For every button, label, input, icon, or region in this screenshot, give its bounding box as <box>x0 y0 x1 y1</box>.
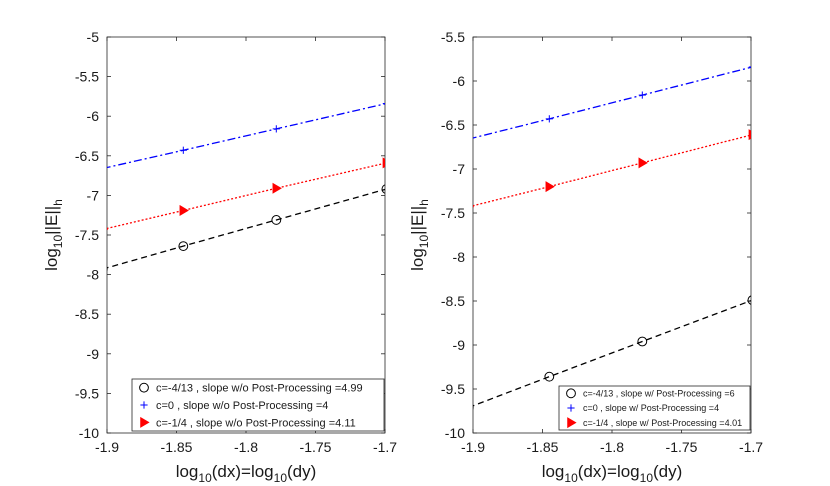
series-1 <box>473 295 751 410</box>
data-point <box>473 206 475 208</box>
y-tick-label: -10 <box>445 425 465 441</box>
y-axis-label: log10||E||h <box>408 199 431 271</box>
y-tick-label: -5.5 <box>441 29 465 45</box>
data-point <box>545 115 553 123</box>
y-tick-label: -5.5 <box>75 69 99 85</box>
y-tick-label: -8 <box>87 267 100 283</box>
series-line <box>473 299 751 407</box>
series-3 <box>473 129 751 208</box>
y-tick-label: -9 <box>453 337 466 353</box>
data-point <box>465 135 472 142</box>
data-point <box>178 241 189 251</box>
y-tick-label: -9 <box>87 346 100 362</box>
x-tick-label: -1.75 <box>666 439 698 455</box>
series-1 <box>107 184 385 272</box>
chart-2: -1.9 -1.85 -1.8 -1.75 -1.7 -10 -9.5 -9 -8.5 -8 -7.… <box>408 29 763 485</box>
legend-box <box>558 385 751 431</box>
data-point <box>107 228 109 231</box>
x-tick-label: -1.8 <box>234 439 258 455</box>
series-3 <box>107 157 385 231</box>
legend-marker <box>140 416 150 428</box>
data-point <box>382 103 385 105</box>
data-point <box>381 184 385 194</box>
x-tick-label: -1.7 <box>739 439 763 455</box>
y-axis-label: log10||E||h <box>42 199 65 271</box>
axes-box <box>472 36 752 434</box>
data-point <box>99 165 106 172</box>
data-point <box>748 66 751 68</box>
series-line <box>473 134 751 207</box>
data-point <box>637 336 648 347</box>
legend-marker <box>567 417 577 429</box>
data-point <box>473 405 474 410</box>
legend-entry: c=-4/13 , slope w/o Post-Processing =4.9… <box>156 383 363 395</box>
y-tick-label: -7.5 <box>75 227 99 243</box>
legend-entry: c=-1/4 , slope w/ Post-Processing =4.01 <box>583 418 742 428</box>
y-tick-label: -6 <box>87 108 100 124</box>
legend-entry: c=0 , slope w/ Post-Processing =4 <box>583 403 719 413</box>
x-tick-label: -1.7 <box>373 439 397 455</box>
legend-marker <box>566 388 576 399</box>
y-tick-label: -7.5 <box>441 205 465 221</box>
y-tick-label: -8.5 <box>441 293 465 309</box>
x-tick-label: -1.8 <box>600 439 624 455</box>
data-point <box>272 182 282 194</box>
legend: c=-4/13 , slope w/ Post-Processing =6 c=0… <box>558 385 751 431</box>
legend-marker <box>140 401 148 409</box>
y-tick-label: -9.5 <box>441 381 465 397</box>
series-line <box>107 162 385 230</box>
data-point <box>544 371 555 382</box>
y-tick-label: -8 <box>453 249 466 265</box>
y-tick-label: -6 <box>453 73 466 89</box>
legend: c=-4/13 , slope w/o Post-Processing =4.9… <box>131 378 385 432</box>
y-tick-label: -7 <box>87 187 100 203</box>
y-tick-label: -6.5 <box>441 117 465 133</box>
data-point <box>179 146 187 154</box>
x-axis-label: log10(dx)=log10(dy) <box>176 462 317 485</box>
series-2 <box>99 103 385 172</box>
data-point <box>638 91 646 99</box>
data-point <box>271 215 282 225</box>
x-axis-label: log10(dx)=log10(dy) <box>542 462 683 485</box>
data-point <box>272 125 280 133</box>
y-tick-label: -10 <box>79 425 99 441</box>
data-point <box>107 266 108 272</box>
data-point <box>382 157 385 169</box>
series-line <box>107 188 385 269</box>
chart-1: -1.9 -1.85 -1.8 -1.75 -1.7 -10 -9.5 -9 -8.5 -8 -7.… <box>42 29 397 485</box>
plot-area <box>99 103 385 272</box>
x-tick-label: -1.75 <box>300 439 332 455</box>
data-point <box>545 181 555 193</box>
x-tick-label: -1.9 <box>461 439 485 455</box>
legend-entry: c=-1/4 , slope w/o Post-Processing =4.11 <box>156 417 356 429</box>
legend-entry: c=0 , slope w/o Post-Processing =4 <box>156 400 328 412</box>
x-tick-label: -1.85 <box>527 439 559 455</box>
legend-marker <box>567 404 575 412</box>
legend-marker <box>139 382 149 393</box>
axes-box <box>106 36 386 434</box>
y-tick-label: -7 <box>453 161 466 177</box>
legend-entry: c=-4/13 , slope w/ Post-Processing =6 <box>583 389 735 399</box>
y-tick-label: -5 <box>87 29 100 45</box>
y-tick-label: -6.5 <box>75 148 99 164</box>
legend-box <box>131 378 385 432</box>
data-point <box>179 204 189 216</box>
data-point <box>747 295 751 305</box>
series-2 <box>465 66 751 142</box>
y-tick-label: -9.5 <box>75 385 99 401</box>
series-line <box>107 103 385 169</box>
x-tick-label: -1.85 <box>161 439 193 455</box>
series-line <box>473 66 751 139</box>
plot-area <box>465 66 751 410</box>
data-point <box>638 157 648 169</box>
data-point <box>748 129 751 141</box>
y-tick-label: -8.5 <box>75 306 99 322</box>
x-tick-label: -1.9 <box>95 439 119 455</box>
